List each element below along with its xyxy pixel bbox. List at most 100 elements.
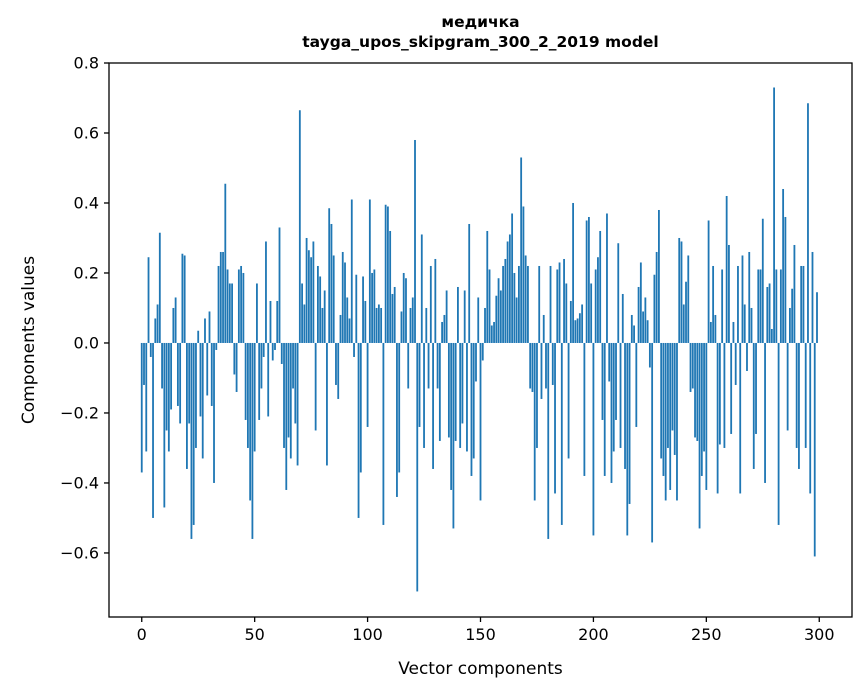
bar: [330, 223, 333, 343]
bar: [533, 342, 536, 501]
bar: [619, 342, 622, 448]
bar: [739, 342, 742, 494]
bar: [732, 321, 735, 343]
bar: [328, 208, 331, 343]
bar: [425, 307, 428, 343]
bar: [599, 230, 602, 343]
bar: [267, 342, 270, 417]
bar: [644, 297, 647, 343]
bar: [228, 283, 231, 343]
bar: [418, 342, 421, 427]
bar: [400, 311, 403, 343]
bar: [190, 342, 193, 539]
bar: [615, 342, 617, 420]
bar: [321, 307, 324, 343]
bar: [292, 342, 294, 389]
bar: [271, 342, 274, 361]
bar: [718, 342, 721, 445]
bar: [217, 265, 220, 343]
bar: [560, 342, 563, 525]
bar: [563, 258, 565, 343]
bar: [357, 342, 360, 518]
bar: [721, 269, 724, 343]
bar: [793, 244, 796, 343]
bar: [287, 342, 290, 438]
y-tick-label: −0.4: [60, 473, 99, 492]
bar: [603, 342, 606, 476]
bar: [375, 307, 378, 343]
bar: [235, 342, 238, 392]
bar: [714, 314, 717, 343]
bar: [538, 265, 541, 343]
bar: [515, 297, 518, 343]
bar: [479, 342, 482, 501]
bar: [344, 262, 346, 343]
bar: [348, 318, 351, 343]
bar: [366, 342, 369, 427]
bar: [278, 227, 281, 343]
bar: [380, 307, 383, 343]
bar: [698, 342, 701, 529]
bar: [551, 342, 554, 385]
bar: [610, 342, 613, 483]
bar: [497, 278, 500, 343]
bar: [163, 342, 166, 508]
bar: [574, 320, 577, 343]
bar: [734, 342, 737, 385]
bar: [411, 297, 414, 343]
bar: [653, 274, 656, 343]
bar: [565, 283, 568, 343]
bar: [373, 269, 376, 343]
bar: [662, 342, 665, 476]
bar: [750, 307, 753, 343]
bar: [558, 262, 561, 343]
bar: [335, 342, 337, 385]
bar: [676, 342, 678, 501]
y-tick-label: −0.6: [60, 543, 99, 562]
bar: [660, 342, 663, 459]
bar: [554, 342, 556, 494]
bar: [427, 342, 430, 389]
bar: [759, 269, 762, 343]
bar: [617, 243, 620, 343]
x-tick-label: 50: [244, 625, 264, 644]
bar: [195, 342, 197, 448]
bar: [477, 297, 480, 343]
bar: [179, 342, 182, 424]
bar: [398, 342, 401, 473]
bar: [545, 342, 547, 389]
bar: [274, 342, 276, 350]
bar: [682, 304, 685, 343]
bar: [362, 276, 364, 343]
bar: [226, 269, 229, 343]
bar: [513, 272, 516, 343]
bar: [764, 342, 766, 483]
bar: [633, 325, 635, 343]
bar: [493, 321, 495, 343]
bar: [588, 216, 590, 343]
bar: [246, 342, 249, 448]
bar: [637, 286, 640, 343]
bar: [172, 307, 175, 343]
bar: [696, 342, 699, 441]
bar: [249, 342, 252, 501]
bar: [687, 255, 690, 343]
bar: [197, 330, 200, 343]
bar: [624, 342, 626, 469]
bar: [296, 342, 299, 466]
bar: [784, 216, 787, 343]
bar: [215, 342, 218, 350]
bar: [809, 342, 812, 494]
bar: [323, 290, 326, 343]
bar: [463, 290, 466, 343]
x-tick-label: 150: [465, 625, 496, 644]
bar: [737, 265, 739, 343]
bar: [522, 206, 525, 343]
bar: [547, 342, 550, 539]
bar: [813, 342, 816, 557]
bar: [524, 255, 527, 343]
bar: [511, 213, 514, 343]
bar: [316, 265, 319, 343]
bar: [459, 342, 462, 448]
bar: [709, 321, 712, 343]
